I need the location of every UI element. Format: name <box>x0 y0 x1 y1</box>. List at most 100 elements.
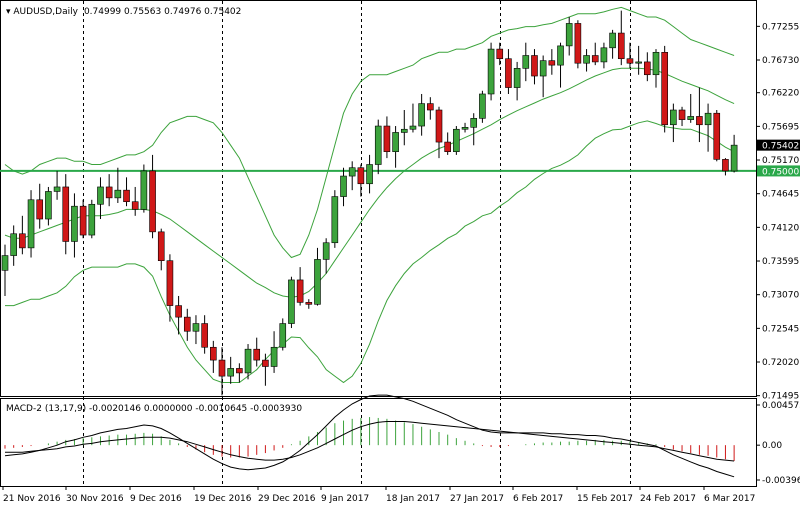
bollinger-upper-line <box>4 6 735 259</box>
candle <box>496 42 504 66</box>
candle <box>123 177 130 207</box>
candle <box>461 122 469 133</box>
macd-tick-label: 0.004575 <box>762 401 800 411</box>
candle <box>262 353 269 386</box>
candle <box>444 132 451 155</box>
candles <box>1 10 738 396</box>
time-tick-label: 24 Feb 2017 <box>640 494 696 504</box>
price-tick-label: 0.76730 <box>762 56 799 66</box>
price-tick-label: 0.73070 <box>762 291 799 301</box>
candle <box>62 174 70 255</box>
candle <box>296 267 304 306</box>
candle <box>88 199 96 239</box>
symbol-label: AUDUSD,Daily <box>13 7 78 17</box>
price-tick-label: 0.75695 <box>762 122 799 132</box>
bollinger-bands <box>4 6 735 384</box>
candle <box>644 52 651 82</box>
candle <box>149 154 156 239</box>
macd-signal-line <box>5 421 735 462</box>
candle <box>418 93 425 136</box>
time-tick-label: 27 Jan 2017 <box>450 494 504 504</box>
candle <box>244 344 252 380</box>
candle <box>383 116 391 159</box>
level-price-text: 0.75000 <box>762 167 799 177</box>
candle <box>392 126 399 168</box>
candle <box>366 154 373 194</box>
candle <box>27 190 35 258</box>
candle <box>79 199 87 239</box>
candle <box>635 45 642 75</box>
candle <box>97 177 104 220</box>
candle <box>479 90 486 123</box>
candle <box>166 254 174 322</box>
candle <box>591 42 599 66</box>
candle <box>626 42 634 69</box>
price-tick-label: 0.71495 <box>762 392 799 402</box>
price-panel-frame <box>0 0 757 397</box>
macd-tick-label: -0.003967 <box>762 476 800 486</box>
candle <box>617 10 625 66</box>
header-arrow-icon: ▾ <box>6 7 13 17</box>
candle <box>19 215 26 255</box>
price-tick-label: 0.76220 <box>762 89 799 99</box>
ohlc-values: 0.74999 0.75563 0.74976 0.75402 <box>84 7 241 17</box>
candle <box>305 299 313 309</box>
candle <box>487 42 495 101</box>
candle <box>348 161 356 191</box>
price-tick-label: 0.77255 <box>762 22 799 32</box>
time-tick-label: 9 Jan 2017 <box>321 494 369 504</box>
candle <box>374 119 382 175</box>
candle <box>713 110 721 162</box>
candle <box>210 340 217 373</box>
candle <box>183 308 191 341</box>
candle <box>696 87 703 143</box>
candle <box>10 225 17 266</box>
candle <box>531 49 538 85</box>
candle <box>340 167 347 207</box>
candle <box>409 103 417 133</box>
time-axis: 21 Nov 2016 30 Nov 2016 9 Dec 2016 19 Dec 2… <box>2 486 755 504</box>
macd-panel-frame <box>0 398 757 487</box>
candle <box>609 29 616 59</box>
candle <box>722 158 729 176</box>
price-tick-label: 0.74645 <box>762 190 799 200</box>
candle <box>505 49 512 94</box>
vertical-separators <box>83 1 631 486</box>
candle <box>557 42 564 88</box>
time-tick-label: 19 Dec 2016 <box>194 494 252 504</box>
candle <box>314 247 321 306</box>
candle <box>322 238 330 274</box>
candle <box>175 295 182 335</box>
candle <box>201 315 208 354</box>
price-axis: 0.77255 0.76730 0.76220 0.75695 0.75170 0.746… <box>756 22 799 402</box>
level-price-badge: 0.75000 <box>757 165 800 177</box>
candle <box>270 331 278 373</box>
time-tick-label: 18 Jan 2017 <box>386 494 440 504</box>
candle <box>253 337 261 367</box>
candle <box>236 363 243 383</box>
bollinger-lower-line <box>5 120 735 384</box>
candle <box>704 103 712 152</box>
candle <box>565 17 573 56</box>
candle <box>45 186 52 226</box>
candle <box>218 347 226 396</box>
candle <box>539 55 547 98</box>
candle <box>400 110 408 146</box>
candle <box>661 45 668 133</box>
candle <box>131 186 139 216</box>
candle <box>583 49 590 72</box>
candle <box>157 228 165 271</box>
candle <box>548 49 556 75</box>
candle <box>227 356 234 384</box>
time-tick-label: 29 Dec 2016 <box>258 494 316 504</box>
macd-main-line <box>4 394 735 478</box>
candle <box>36 183 44 229</box>
candle <box>427 97 434 120</box>
time-tick-label: 15 Feb 2017 <box>577 494 633 504</box>
time-tick-label: 21 Nov 2016 <box>3 494 61 504</box>
candle <box>1 244 9 296</box>
candle <box>513 61 521 101</box>
time-tick-label: 9 Dec 2016 <box>130 494 182 504</box>
candle <box>574 20 582 69</box>
